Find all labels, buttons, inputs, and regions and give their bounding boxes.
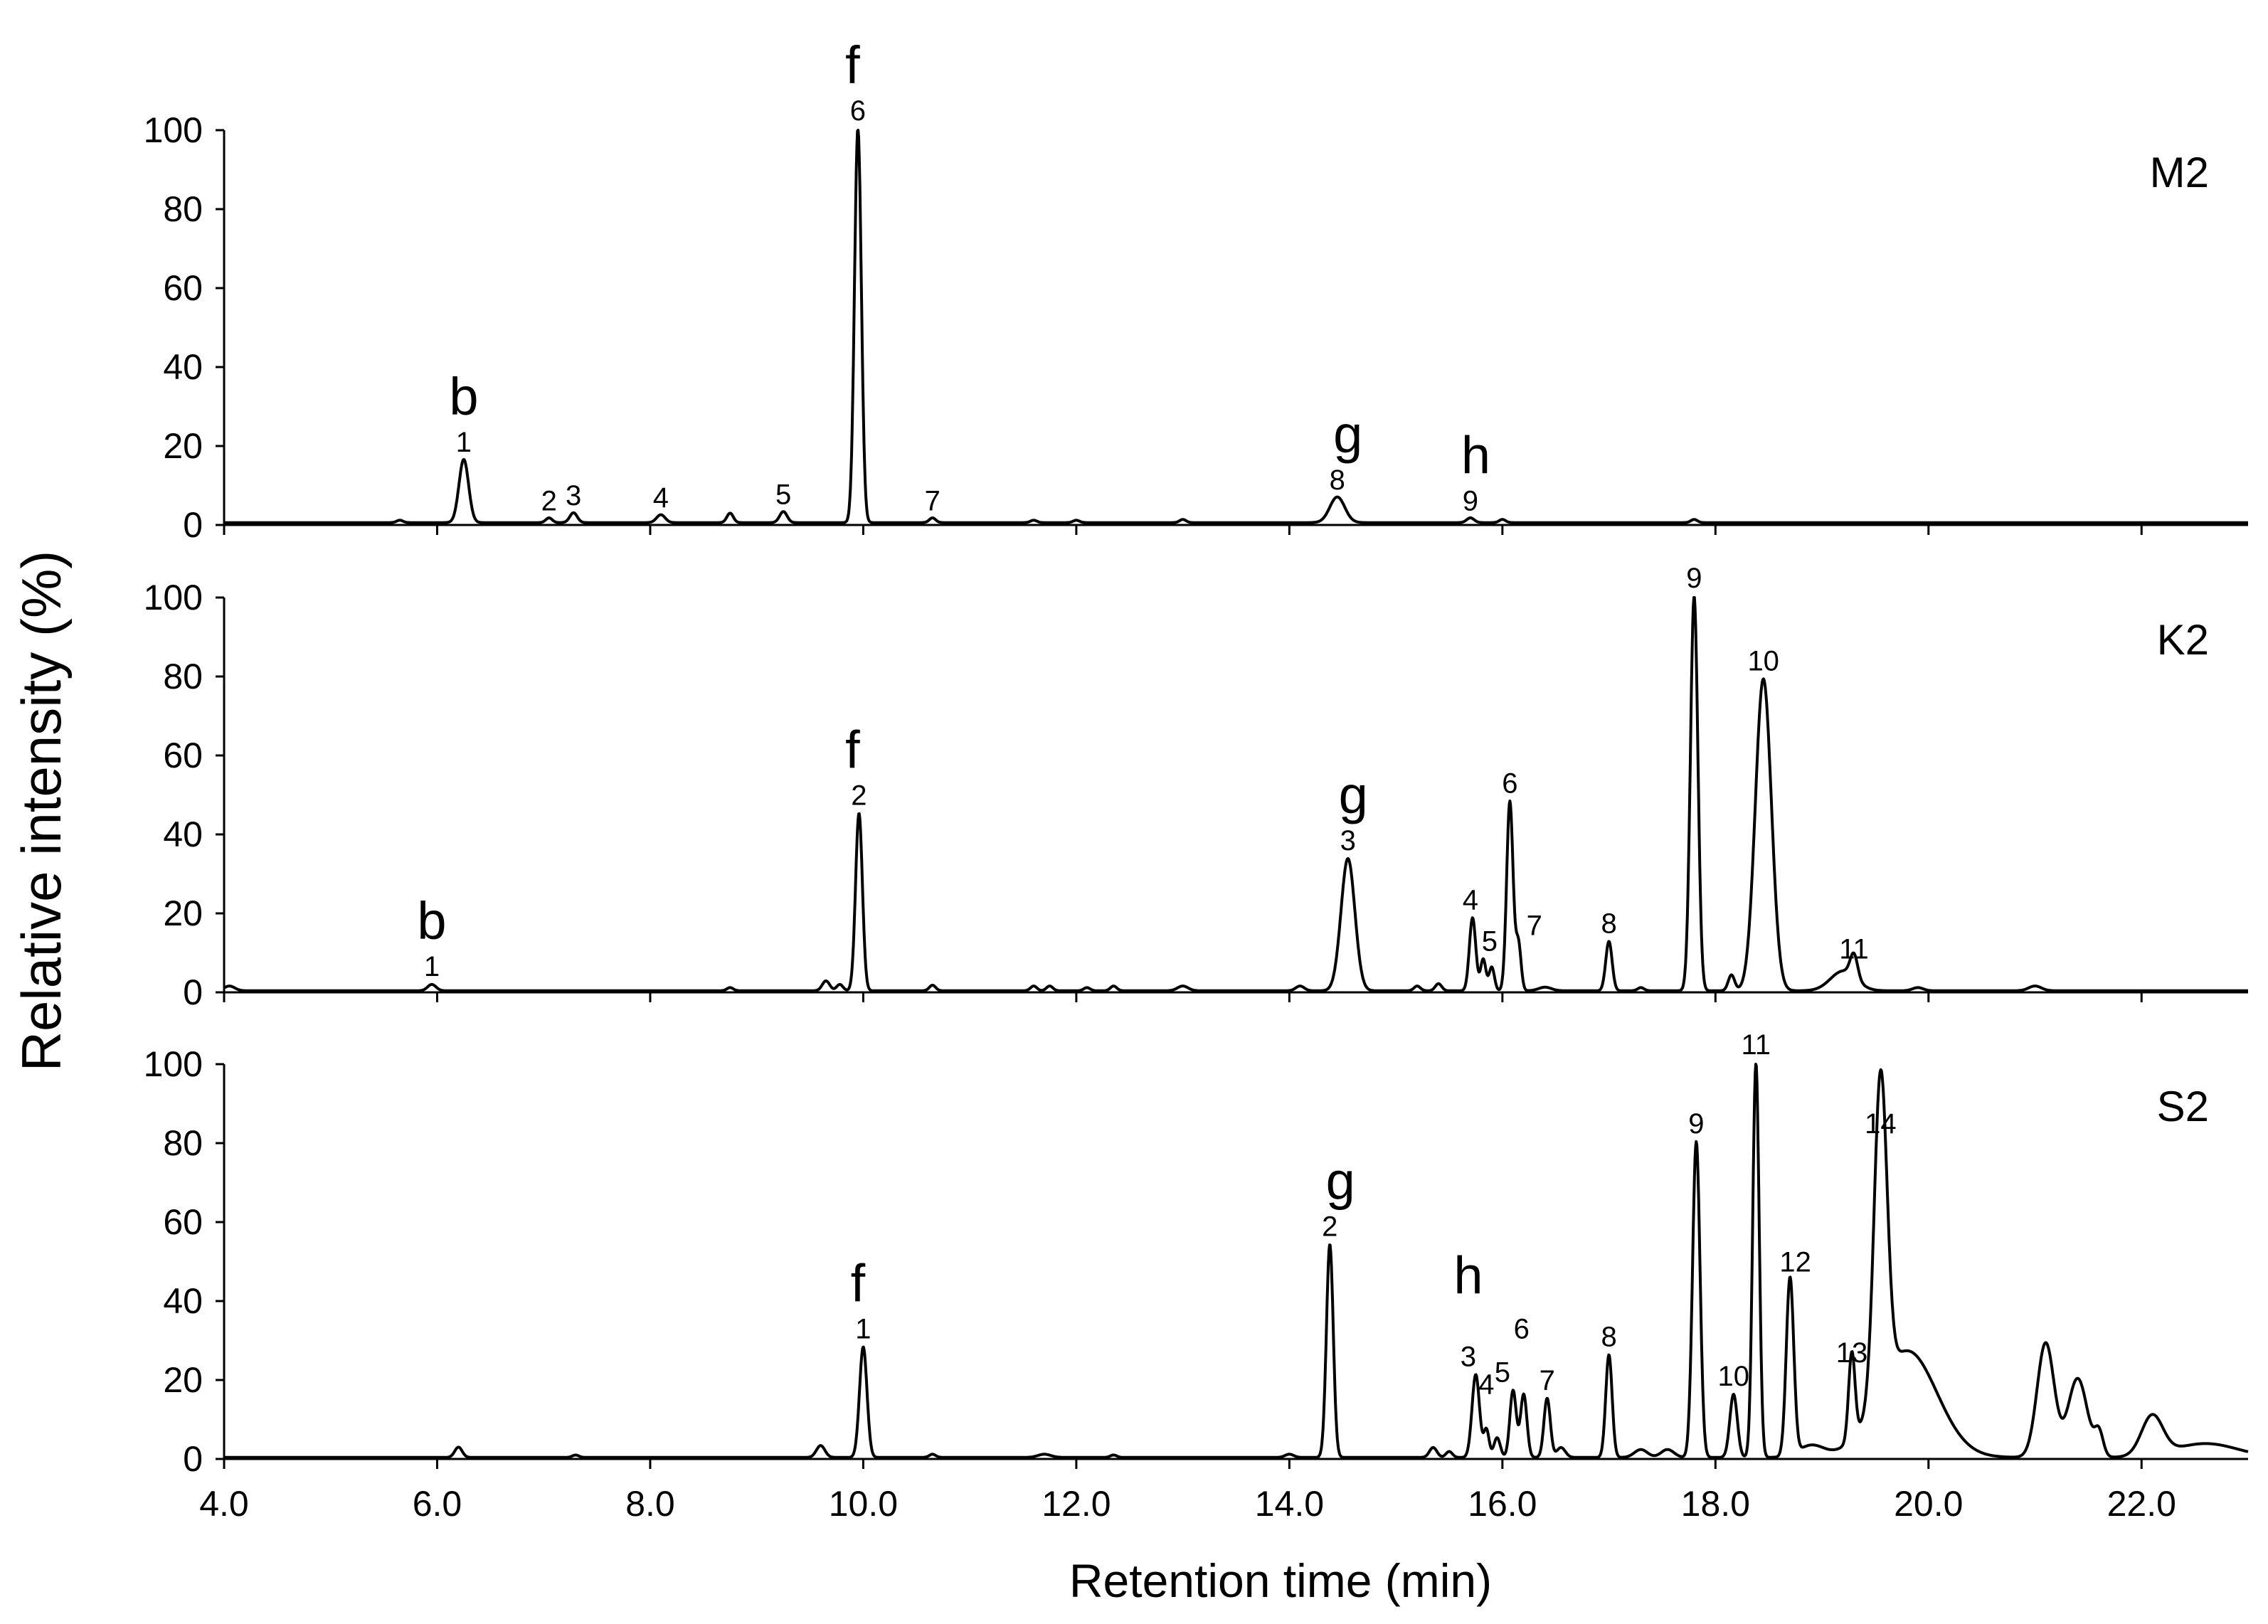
peak-label: 6	[1502, 768, 1517, 800]
compound-letter-label: b	[449, 367, 478, 426]
x-tick-label: 6.0	[413, 1484, 462, 1524]
y-tick-label: 100	[144, 578, 203, 617]
peak-label: 1	[424, 951, 440, 982]
x-tick-label: 4.0	[199, 1484, 249, 1524]
compound-letter-label: g	[1333, 405, 1362, 464]
x-tick-label: 20.0	[1894, 1484, 1963, 1524]
y-tick-label: 100	[144, 1044, 203, 1084]
peak-label: 5	[1495, 1357, 1510, 1389]
y-tick-label: 80	[163, 189, 203, 229]
compound-letter-label: f	[845, 36, 860, 95]
peak-label: 4	[653, 482, 669, 514]
trace-m2	[223, 129, 2250, 524]
y-tick-label: 40	[163, 814, 203, 854]
x-tick-label: 16.0	[1468, 1484, 1537, 1524]
panel-name-s2: S2	[2157, 1083, 2209, 1130]
peak-label: 7	[925, 485, 940, 516]
peak-label: 10	[1747, 646, 1779, 677]
x-tick-label: 12.0	[1042, 1484, 1111, 1524]
y-tick-label: 60	[163, 1202, 203, 1242]
peak-label: 7	[1527, 910, 1542, 941]
peak-label: 13	[1836, 1337, 1868, 1369]
peak-label: 11	[1741, 1029, 1771, 1061]
peak-label: 9	[1688, 1108, 1704, 1140]
compound-letter-label: h	[1453, 1246, 1483, 1305]
x-tick-label: 18.0	[1681, 1484, 1750, 1524]
y-axis-title: Relative intensity (%)	[10, 551, 73, 1072]
peak-label: 4	[1463, 884, 1478, 916]
peak-label: 10	[1718, 1361, 1750, 1392]
peak-label: 2	[851, 780, 867, 811]
x-tick-label: 10.0	[829, 1484, 898, 1524]
x-axis-title: Retention time (min)	[1069, 1554, 1492, 1607]
y-tick-label: 40	[163, 1281, 203, 1321]
trace-k2	[223, 596, 2250, 992]
peak-label: 5	[1482, 926, 1498, 957]
peak-label: 5	[775, 479, 791, 510]
peak-label: 6	[1514, 1314, 1530, 1345]
panel-name-m2: M2	[2150, 149, 2209, 196]
peak-label: 4	[1478, 1369, 1494, 1400]
peak-label: 2	[541, 485, 557, 516]
x-axis: 4.0 6.0 8.0 10.0 12.0 14.0 16.0 18.0 20.0 22.0	[199, 1484, 2176, 1524]
peak-label: 9	[1686, 563, 1702, 594]
compound-letter-label: f	[845, 720, 860, 779]
y-tick-label: 20	[163, 893, 203, 933]
peak-label: 3	[1461, 1341, 1476, 1372]
peak-label: 8	[1601, 1322, 1616, 1353]
panel-name-k2: K2	[2157, 616, 2209, 664]
peak-label: 1	[855, 1314, 871, 1345]
peak-label: 2	[1322, 1211, 1337, 1242]
y-tick-label: 80	[163, 657, 203, 696]
peak-label: 6	[850, 95, 866, 127]
compound-letter-label: g	[1326, 1151, 1355, 1210]
compound-letter-label: g	[1339, 765, 1368, 824]
y-tick-label: 60	[163, 736, 203, 775]
trace-s2	[223, 1063, 2250, 1459]
y-tick-label: 20	[163, 426, 203, 466]
y-tick-label: 40	[163, 347, 203, 387]
compound-letter-label: b	[417, 891, 446, 950]
peak-label: 3	[566, 480, 581, 511]
peak-label: 8	[1330, 465, 1345, 496]
y-tick-label: 20	[163, 1360, 203, 1400]
peak-label: 12	[1779, 1246, 1811, 1278]
y-tick-label: 60	[163, 268, 203, 308]
panel-k2: 0 20 40 60 80 100 1 2 3 45 6 7 8 9 10 11 b f g K2	[144, 563, 2250, 1012]
peak-label: 1	[456, 427, 472, 458]
peak-label: 11	[1839, 934, 1869, 965]
peak-label: 9	[1463, 485, 1478, 516]
peak-label: 8	[1601, 908, 1616, 940]
y-tick-label: 0	[183, 505, 203, 545]
y-tick-label: 0	[183, 972, 203, 1012]
peak-label: 14	[1865, 1108, 1897, 1140]
x-tick-label: 14.0	[1255, 1484, 1324, 1524]
y-tick-label: 0	[183, 1439, 203, 1479]
peak-label: 7	[1540, 1365, 1555, 1396]
compound-letter-label: h	[1461, 425, 1490, 484]
peak-label: 3	[1340, 825, 1356, 856]
y-tick-label: 80	[163, 1123, 203, 1163]
x-tick-label: 8.0	[625, 1484, 675, 1524]
x-tick-label: 22.0	[2107, 1484, 2176, 1524]
y-tick-label: 100	[144, 110, 203, 150]
compound-letter-label: f	[851, 1254, 866, 1313]
